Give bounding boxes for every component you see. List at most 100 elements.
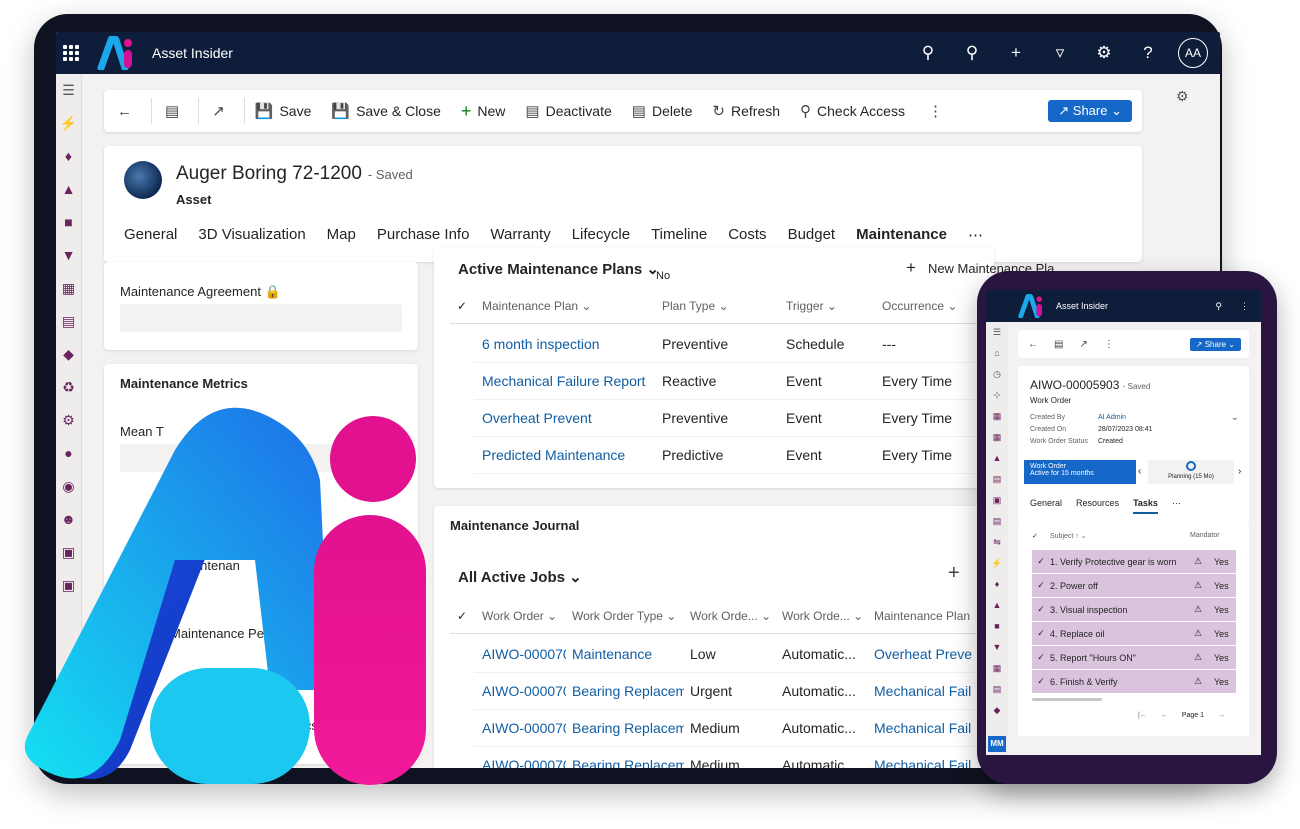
tab-costs[interactable]: Costs xyxy=(728,226,767,243)
tab-map[interactable]: Map xyxy=(326,226,356,243)
task-row[interactable]: ✓ 6. Finish & Verify ⚠ Yes xyxy=(1032,670,1236,694)
plan-name[interactable]: Predicted Maintenance xyxy=(482,447,626,463)
check-icon[interactable]: ✓ xyxy=(1037,556,1045,566)
nav-layers-icon[interactable]: ◆ xyxy=(993,705,1001,715)
task-row[interactable]: ✓ 2. Power off ⚠ Yes xyxy=(1032,574,1236,598)
form-view-button[interactable]: ▤ xyxy=(152,90,198,132)
mean-field[interactable] xyxy=(120,444,402,472)
wo-plan[interactable]: Mechanical Fail xyxy=(874,757,972,768)
open-new-window-button[interactable]: ↗ xyxy=(199,90,244,132)
plan-name[interactable]: Overheat Prevent xyxy=(482,410,592,426)
nav-calendar-icon[interactable]: ▦ xyxy=(992,432,1002,442)
area-switcher-badge[interactable]: MM xyxy=(988,736,1006,752)
col-plan[interactable]: Maintenance Plan ⌄ xyxy=(482,298,592,313)
tab-lifecycle[interactable]: Lifecycle xyxy=(571,226,631,243)
deactivate-button[interactable]: ▤ Deactivate xyxy=(515,90,621,132)
nav-doc-icon[interactable]: ▦ xyxy=(992,663,1002,673)
first-page-icon[interactable]: |← xyxy=(1138,712,1147,719)
more-icon[interactable]: ⋮ xyxy=(1103,338,1114,350)
add-job-button[interactable]: + xyxy=(948,562,960,584)
table-row[interactable]: Overheat Prevent Preventive Event Every Tim… xyxy=(474,400,994,437)
check-icon[interactable]: ✓ xyxy=(1037,580,1045,590)
nav-chart-icon[interactable]: ▦ xyxy=(992,411,1002,421)
refresh-button[interactable]: ↻ Refresh xyxy=(702,90,790,132)
plan-name[interactable]: 6 month inspection xyxy=(482,336,600,352)
wo-type[interactable]: Bearing Replacemen xyxy=(572,720,684,736)
nav-people-icon[interactable]: ☻ xyxy=(61,511,76,527)
stage-active[interactable]: Work Order Active for 15 months xyxy=(1024,460,1136,484)
tab-tasks[interactable]: Tasks xyxy=(1133,498,1158,514)
stage-prev-icon[interactable]: ‹ xyxy=(1138,466,1142,477)
nav-layers-icon[interactable]: ◆ xyxy=(63,346,74,362)
col-maint-plan[interactable]: Maintenance Plan xyxy=(874,608,971,623)
menu-icon[interactable]: ☰ xyxy=(62,82,75,98)
nav-doc-icon[interactable]: ▦ xyxy=(61,280,76,296)
view-selector[interactable]: All Active Jobs ⌄ xyxy=(458,569,582,586)
nav-tag-icon[interactable]: ▲ xyxy=(992,600,1002,610)
share-button[interactable]: ↗ Share ⌄ xyxy=(1189,337,1241,351)
pin-icon[interactable]: ⊹ xyxy=(993,390,1001,400)
tab-3d-visualization[interactable]: 3D Visualization xyxy=(198,226,306,243)
tab-more[interactable]: ⋯ xyxy=(967,227,983,244)
nav-car-icon[interactable]: ▣ xyxy=(992,495,1002,505)
home-icon[interactable]: ⌂ xyxy=(994,348,1000,358)
tab-general[interactable]: General xyxy=(124,226,178,243)
check-icon[interactable]: ✓ xyxy=(1037,652,1045,662)
share-button[interactable]: ↗ Share ⌄ xyxy=(1048,100,1132,122)
horizontal-scrollbar[interactable] xyxy=(1032,698,1102,701)
col-subject[interactable]: Subject ↑ ⌄ xyxy=(1050,533,1087,540)
nav-pin-icon[interactable]: ◉ xyxy=(62,478,75,494)
tab-general[interactable]: General xyxy=(1030,498,1063,508)
search-icon[interactable]: ⚲ xyxy=(1215,300,1222,311)
nav-shuffle-icon[interactable]: ⇋ xyxy=(993,537,1001,547)
nav-tag-icon[interactable]: ▲ xyxy=(61,181,76,197)
tab-resources[interactable]: Resources xyxy=(1076,498,1120,508)
save-close-button[interactable]: 💾 Save & Close xyxy=(321,90,451,132)
delete-button[interactable]: ▤ Delete xyxy=(622,90,703,132)
table-row[interactable]: Predicted Maintenance Predictive Event Ever… xyxy=(474,437,994,474)
more-commands-button[interactable]: ⋮ xyxy=(915,90,962,132)
nav-org-icon[interactable]: ⚙ xyxy=(62,412,75,428)
nav-globe-icon[interactable]: ● xyxy=(64,445,73,461)
nav-archive-icon[interactable]: ▣ xyxy=(61,544,76,560)
tab-purchase-info[interactable]: Purchase Info xyxy=(376,226,470,243)
search-icon[interactable]: ⚲ xyxy=(921,43,935,62)
col-wo-priority[interactable]: Work Orde... ⌄ xyxy=(690,608,772,623)
nav-store-icon[interactable]: ■ xyxy=(994,621,1000,631)
nav-hat-icon[interactable]: ▼ xyxy=(61,247,76,263)
app-launcher-icon[interactable] xyxy=(63,45,79,61)
save-button[interactable]: 💾 Save xyxy=(245,90,322,132)
select-all-check-icon[interactable]: ✓ xyxy=(456,608,468,623)
nav-bolt-icon[interactable]: ⚡ xyxy=(59,115,78,131)
new-button[interactable]: + New xyxy=(451,90,516,132)
back-button[interactable]: ← xyxy=(104,90,151,132)
prev-page-icon[interactable]: ← xyxy=(1160,712,1168,719)
task-row[interactable]: ✓ 4. Replace oil ⚠ Yes xyxy=(1032,622,1236,646)
nav-list-icon[interactable]: ▤ xyxy=(992,516,1002,526)
col-wo-source[interactable]: Work Orde... ⌄ xyxy=(782,608,864,623)
col-trigger[interactable]: Trigger ⌄ xyxy=(786,298,837,313)
lightbulb-icon[interactable]: ⚲ xyxy=(965,43,979,62)
check-access-button[interactable]: ⚲ Check Access xyxy=(790,90,915,132)
select-all-check-icon[interactable]: ✓ xyxy=(456,298,468,313)
help-icon[interactable]: ? xyxy=(1143,43,1153,62)
table-row[interactable]: Mechanical Failure Report Reactive Event Ev… xyxy=(474,363,994,400)
nav-box-icon[interactable]: ▤ xyxy=(61,313,76,329)
nav-cart-icon[interactable]: ♦ xyxy=(64,148,73,164)
plus-icon[interactable]: + xyxy=(1011,43,1021,62)
back-arrow-icon[interactable]: ← xyxy=(1028,338,1038,350)
task-row[interactable]: ✓ 5. Report "Hours ON" ⚠ Yes xyxy=(1032,646,1236,670)
popout-icon[interactable]: ↗ xyxy=(1079,338,1088,350)
task-row[interactable]: ✓ 1. Verify Protective gear is worn ⚠ Yes xyxy=(1032,550,1236,574)
nav-warning-icon[interactable]: ▲ xyxy=(992,453,1002,463)
filter-icon[interactable]: ▿ xyxy=(1055,43,1065,62)
wo-id[interactable]: AIWO-000070( xyxy=(482,683,566,699)
col-wo-type[interactable]: Work Order Type ⌄ xyxy=(572,608,677,623)
table-row[interactable]: AIWO-000070 Bearing Replacemer Medium Autom… xyxy=(474,747,994,768)
check-icon[interactable]: ✓ xyxy=(1037,628,1045,638)
clock-icon[interactable]: ◷ xyxy=(993,369,1001,379)
plan-name[interactable]: Mechanical Failure Report xyxy=(482,373,646,389)
stage-next-icon[interactable]: › xyxy=(1238,466,1242,477)
check-icon[interactable]: ✓ xyxy=(1037,604,1045,614)
wo-id[interactable]: AIWO-000070( xyxy=(482,646,566,662)
